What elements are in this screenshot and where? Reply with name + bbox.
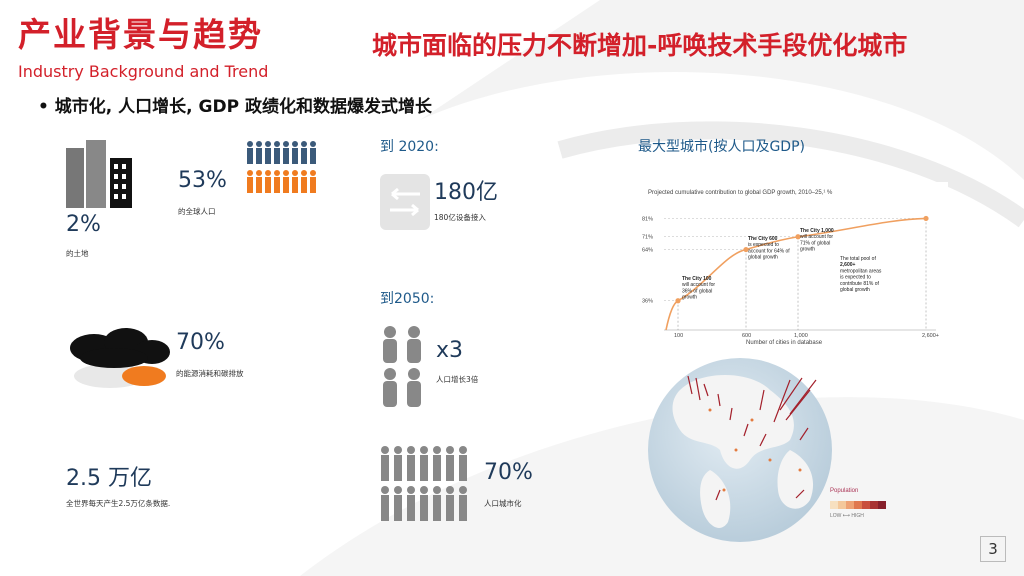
world-globe-map [648, 358, 832, 542]
chart-annotation: 36% of global [682, 288, 712, 294]
chart-annotation: global growth [748, 255, 778, 261]
bullet-text: 城市化, 人口增长, GDP 政绩化和数据爆发式增长 [54, 97, 432, 117]
legend-range: LOW ⟷ HIGH [830, 513, 864, 519]
map-title: 最大型城市(按人口及GDP) [638, 139, 805, 155]
headline: 城市面临的压力不断增加-呼唤技术手段优化城市 [372, 31, 908, 60]
devices-label: 180亿设备接入 [434, 213, 486, 222]
legend-high: HIGH [851, 513, 864, 519]
chart-x-tick: 1,000 [794, 333, 808, 339]
legend-title: Population [830, 488, 859, 494]
chart-annotation: 71% of global [800, 240, 830, 246]
buildings-icon [66, 140, 132, 208]
chart-annotation: The total pool of [840, 256, 876, 262]
chart-x-tick: 2,600+ [922, 333, 939, 339]
energy-pct: 70% [176, 330, 225, 355]
gdp-growth-chart: Projected cumulative contribution to glo… [636, 182, 948, 346]
chart-annotation: metropolitan areas [840, 268, 882, 274]
legend-colorbar [830, 501, 886, 509]
page-subtitle: Industry Background and Trend [18, 62, 269, 81]
chart-x-tick: 100 [674, 333, 683, 339]
map-legend: Population LOW ⟷ HIGH [830, 488, 890, 519]
chart-xlabel: Number of cities in database [746, 340, 823, 346]
pop-label: 的全球人口 [178, 207, 216, 216]
land-pct: 2% [66, 212, 101, 237]
chart-y-tick: 71% [642, 235, 653, 241]
chart-annotation: The City 100 [682, 276, 712, 282]
legend-low: LOW [830, 513, 842, 519]
devices-value: 180亿 [434, 180, 498, 205]
chart-annotation: will account for [800, 234, 833, 240]
device-connect-icon [380, 174, 430, 230]
chart-annotation: will account for [682, 282, 715, 288]
chart-annotation: growth [682, 295, 697, 301]
chart-annotation: is expected to [840, 275, 871, 281]
data-value: 2.5 万亿 [66, 466, 152, 491]
data-label: 全世界每天产生2.5万亿条数据. [66, 499, 171, 508]
urban-label: 人口城市化 [484, 499, 522, 508]
page-title: 产业背景与趋势 [18, 15, 263, 54]
emission-clouds-icon [70, 328, 170, 388]
pop-pct: 53% [178, 168, 227, 193]
urbanization-people-icon [381, 446, 467, 521]
urban-pct: 70% [484, 460, 533, 485]
page-number: 3 [980, 536, 1006, 562]
people-grid-icon [247, 141, 316, 193]
chart-point [923, 215, 929, 222]
bullet-point: • 城市化, 人口增长, GDP 政绩化和数据爆发式增长 [38, 97, 432, 117]
energy-label: 的能源消耗和碳排放 [176, 369, 244, 378]
chart-point [743, 246, 749, 253]
population-growth-icon [383, 326, 421, 407]
chart-point [675, 298, 681, 304]
pop-multiplier: x3 [436, 338, 464, 363]
chart-y-tick: 64% [642, 248, 653, 254]
chart-annotation: is expected to [748, 242, 779, 248]
chart-point [795, 234, 801, 240]
chart-annotation: The City 1,000 [800, 228, 834, 234]
pop-multiplier-label: 人口增长3倍 [436, 375, 479, 384]
chart-title: Projected cumulative contribution to glo… [648, 190, 833, 196]
year-2020-label: 到 2020: [380, 139, 439, 155]
chart-y-tick: 81% [642, 216, 653, 222]
chart-annotation: contribute 81% of [840, 281, 880, 287]
chart-y-tick: 36% [642, 299, 653, 305]
chart-annotation: The City 600 [748, 236, 778, 242]
chart-annotation: account for 64% of [748, 248, 790, 254]
chart-annotation: global growth [840, 287, 870, 293]
year-2050-label: 到2050: [380, 291, 435, 307]
chart-annotation: growth [800, 247, 815, 253]
gdp-chart-svg: Projected cumulative contribution to glo… [642, 190, 939, 346]
chart-x-tick: 600 [742, 333, 751, 339]
land-label: 的土地 [66, 249, 89, 258]
chart-annotation: 2,600+ [840, 262, 856, 268]
